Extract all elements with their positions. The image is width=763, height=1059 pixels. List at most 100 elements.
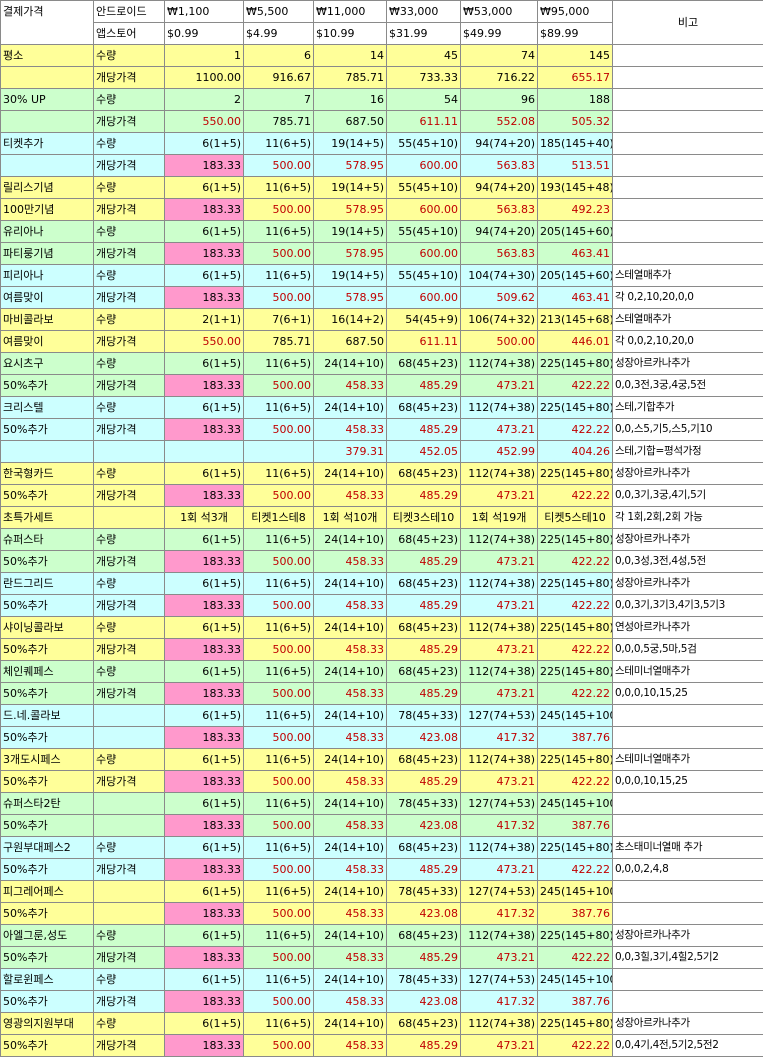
value-cell[interactable]: 16 xyxy=(313,88,387,111)
value-cell[interactable]: 11(6+5) xyxy=(243,968,314,991)
row-type-cell[interactable]: 개당가격 xyxy=(93,242,165,265)
row-type-cell[interactable]: 수량 xyxy=(93,88,165,111)
value-cell[interactable]: 225(145+80) xyxy=(537,462,613,485)
value-cell[interactable]: 68(45+23) xyxy=(386,396,461,419)
value-cell[interactable]: 11(6+5) xyxy=(243,748,314,771)
row-label-cell[interactable]: 마비콜라보 xyxy=(0,308,94,331)
row-label-cell[interactable]: 50%추가 xyxy=(0,770,94,793)
value-cell[interactable]: 2 xyxy=(164,88,244,111)
remark-cell[interactable] xyxy=(612,132,763,155)
value-cell[interactable]: 24(14+10) xyxy=(313,1012,387,1035)
value-cell[interactable]: 24(14+10) xyxy=(313,528,387,551)
value-cell[interactable]: 500.00 xyxy=(243,814,314,837)
value-cell[interactable]: 106(74+32) xyxy=(460,308,538,331)
value-cell[interactable]: 404.26 xyxy=(537,440,613,463)
value-cell[interactable]: 55(45+10) xyxy=(386,176,461,199)
remark-cell[interactable]: 성장아르카나추가 xyxy=(612,352,763,375)
value-cell[interactable]: 6(1+5) xyxy=(164,616,244,639)
value-cell[interactable]: 6(1+5) xyxy=(164,176,244,199)
value-cell[interactable]: 11(6+5) xyxy=(243,1012,314,1035)
value-cell[interactable]: 458.33 xyxy=(313,374,387,397)
value-cell[interactable]: 563.83 xyxy=(460,242,538,265)
value-cell[interactable]: 463.41 xyxy=(537,286,613,309)
value-cell[interactable]: 127(74+53) xyxy=(460,968,538,991)
value-cell[interactable]: 6(1+5) xyxy=(164,572,244,595)
value-cell[interactable]: 112(74+38) xyxy=(460,924,538,947)
row-label-cell[interactable]: 영광의지원부대 xyxy=(0,1012,94,1035)
value-cell[interactable]: 183.33 xyxy=(164,484,244,507)
value-cell[interactable]: 7 xyxy=(243,88,314,111)
row-type-cell[interactable]: 수량 xyxy=(93,1012,165,1035)
row-label-cell[interactable]: 50%추가 xyxy=(0,484,94,507)
value-cell[interactable]: 6(1+5) xyxy=(164,528,244,551)
value-cell[interactable]: 11(6+5) xyxy=(243,462,314,485)
row-type-cell[interactable]: 개당가격 xyxy=(93,198,165,221)
row-type-cell[interactable] xyxy=(93,726,165,749)
value-cell[interactable]: 6(1+5) xyxy=(164,748,244,771)
value-cell[interactable]: 500.00 xyxy=(243,946,314,969)
value-cell[interactable]: 225(145+80) xyxy=(537,528,613,551)
row-type-cell[interactable]: 개당가격 xyxy=(93,682,165,705)
value-cell[interactable]: 387.76 xyxy=(537,902,613,925)
value-cell[interactable]: 213(145+68) xyxy=(537,308,613,331)
value-cell[interactable]: 68(45+23) xyxy=(386,572,461,595)
row-label-cell[interactable]: 할로윈페스 xyxy=(0,968,94,991)
row-label-cell[interactable]: 50%추가 xyxy=(0,550,94,573)
value-cell[interactable]: 183.33 xyxy=(164,990,244,1013)
value-cell[interactable]: 785.71 xyxy=(243,330,314,353)
row-label-cell[interactable]: 50%추가 xyxy=(0,374,94,397)
row-type-cell[interactable]: 수량 xyxy=(93,220,165,243)
value-cell[interactable]: 112(74+38) xyxy=(460,660,538,683)
row-label-cell[interactable]: 50%추가 xyxy=(0,902,94,925)
row-label-cell[interactable]: 슈퍼스타 xyxy=(0,528,94,551)
remark-cell[interactable] xyxy=(612,792,763,815)
row-type-cell[interactable]: 수량 xyxy=(93,616,165,639)
value-cell[interactable]: 485.29 xyxy=(386,770,461,793)
value-cell[interactable]: 183.33 xyxy=(164,594,244,617)
value-cell[interactable]: 500.00 xyxy=(243,198,314,221)
remark-cell[interactable]: 0,0,3성,3전,4성,5전 xyxy=(612,550,763,573)
value-cell[interactable]: 45 xyxy=(386,44,461,67)
row-type-cell[interactable]: 개당가격 xyxy=(93,154,165,177)
value-cell[interactable]: 1100.00 xyxy=(164,66,244,89)
value-cell[interactable]: 6(1+5) xyxy=(164,462,244,485)
remark-cell[interactable]: 스테미너열매추가 xyxy=(612,748,763,771)
value-cell[interactable]: 183.33 xyxy=(164,858,244,881)
row-label-cell[interactable]: 샤이닝콜라보 xyxy=(0,616,94,639)
value-cell[interactable]: 19(14+5) xyxy=(313,264,387,287)
row-label-cell[interactable]: 50%추가 xyxy=(0,990,94,1013)
remark-cell[interactable] xyxy=(612,968,763,991)
value-cell[interactable]: 733.33 xyxy=(386,66,461,89)
row-label-cell[interactable]: 50%추가 xyxy=(0,682,94,705)
value-cell[interactable]: 500.00 xyxy=(243,726,314,749)
value-cell[interactable]: 500.00 xyxy=(243,638,314,661)
value-cell[interactable]: 458.33 xyxy=(313,990,387,1013)
value-cell[interactable]: 500.00 xyxy=(243,990,314,1013)
value-cell[interactable]: 6(1+5) xyxy=(164,1012,244,1035)
row-label-cell[interactable]: 크리스텔 xyxy=(0,396,94,419)
value-cell[interactable]: 68(45+23) xyxy=(386,836,461,859)
header-android[interactable]: 안드로이드 xyxy=(93,0,165,23)
value-cell[interactable]: 578.95 xyxy=(313,242,387,265)
remark-cell[interactable]: 각 1회,2회,2회 가능 xyxy=(612,506,763,529)
row-label-cell[interactable]: 파티룽기념 xyxy=(0,242,94,265)
value-cell[interactable]: 112(74+38) xyxy=(460,352,538,375)
value-cell[interactable]: 11(6+5) xyxy=(243,352,314,375)
value-cell[interactable]: 6(1+5) xyxy=(164,704,244,727)
remark-cell[interactable]: 성장아르카나추가 xyxy=(612,1012,763,1035)
header-usd-price[interactable]: $89.99 xyxy=(537,22,613,45)
value-cell[interactable]: 473.21 xyxy=(460,946,538,969)
value-cell[interactable]: 112(74+38) xyxy=(460,836,538,859)
value-cell[interactable]: 225(145+80) xyxy=(537,616,613,639)
value-cell[interactable]: 24(14+10) xyxy=(313,792,387,815)
value-cell[interactable]: 68(45+23) xyxy=(386,352,461,375)
value-cell[interactable]: 1 xyxy=(164,44,244,67)
value-cell[interactable]: 11(6+5) xyxy=(243,176,314,199)
value-cell[interactable]: 422.22 xyxy=(537,682,613,705)
value-cell[interactable]: 473.21 xyxy=(460,594,538,617)
remark-cell[interactable]: 성장아르카나추가 xyxy=(612,572,763,595)
value-cell[interactable]: 500.00 xyxy=(243,902,314,925)
row-label-cell[interactable]: 50%추가 xyxy=(0,946,94,969)
value-cell[interactable]: 127(74+53) xyxy=(460,792,538,815)
value-cell[interactable]: 225(145+80) xyxy=(537,352,613,375)
